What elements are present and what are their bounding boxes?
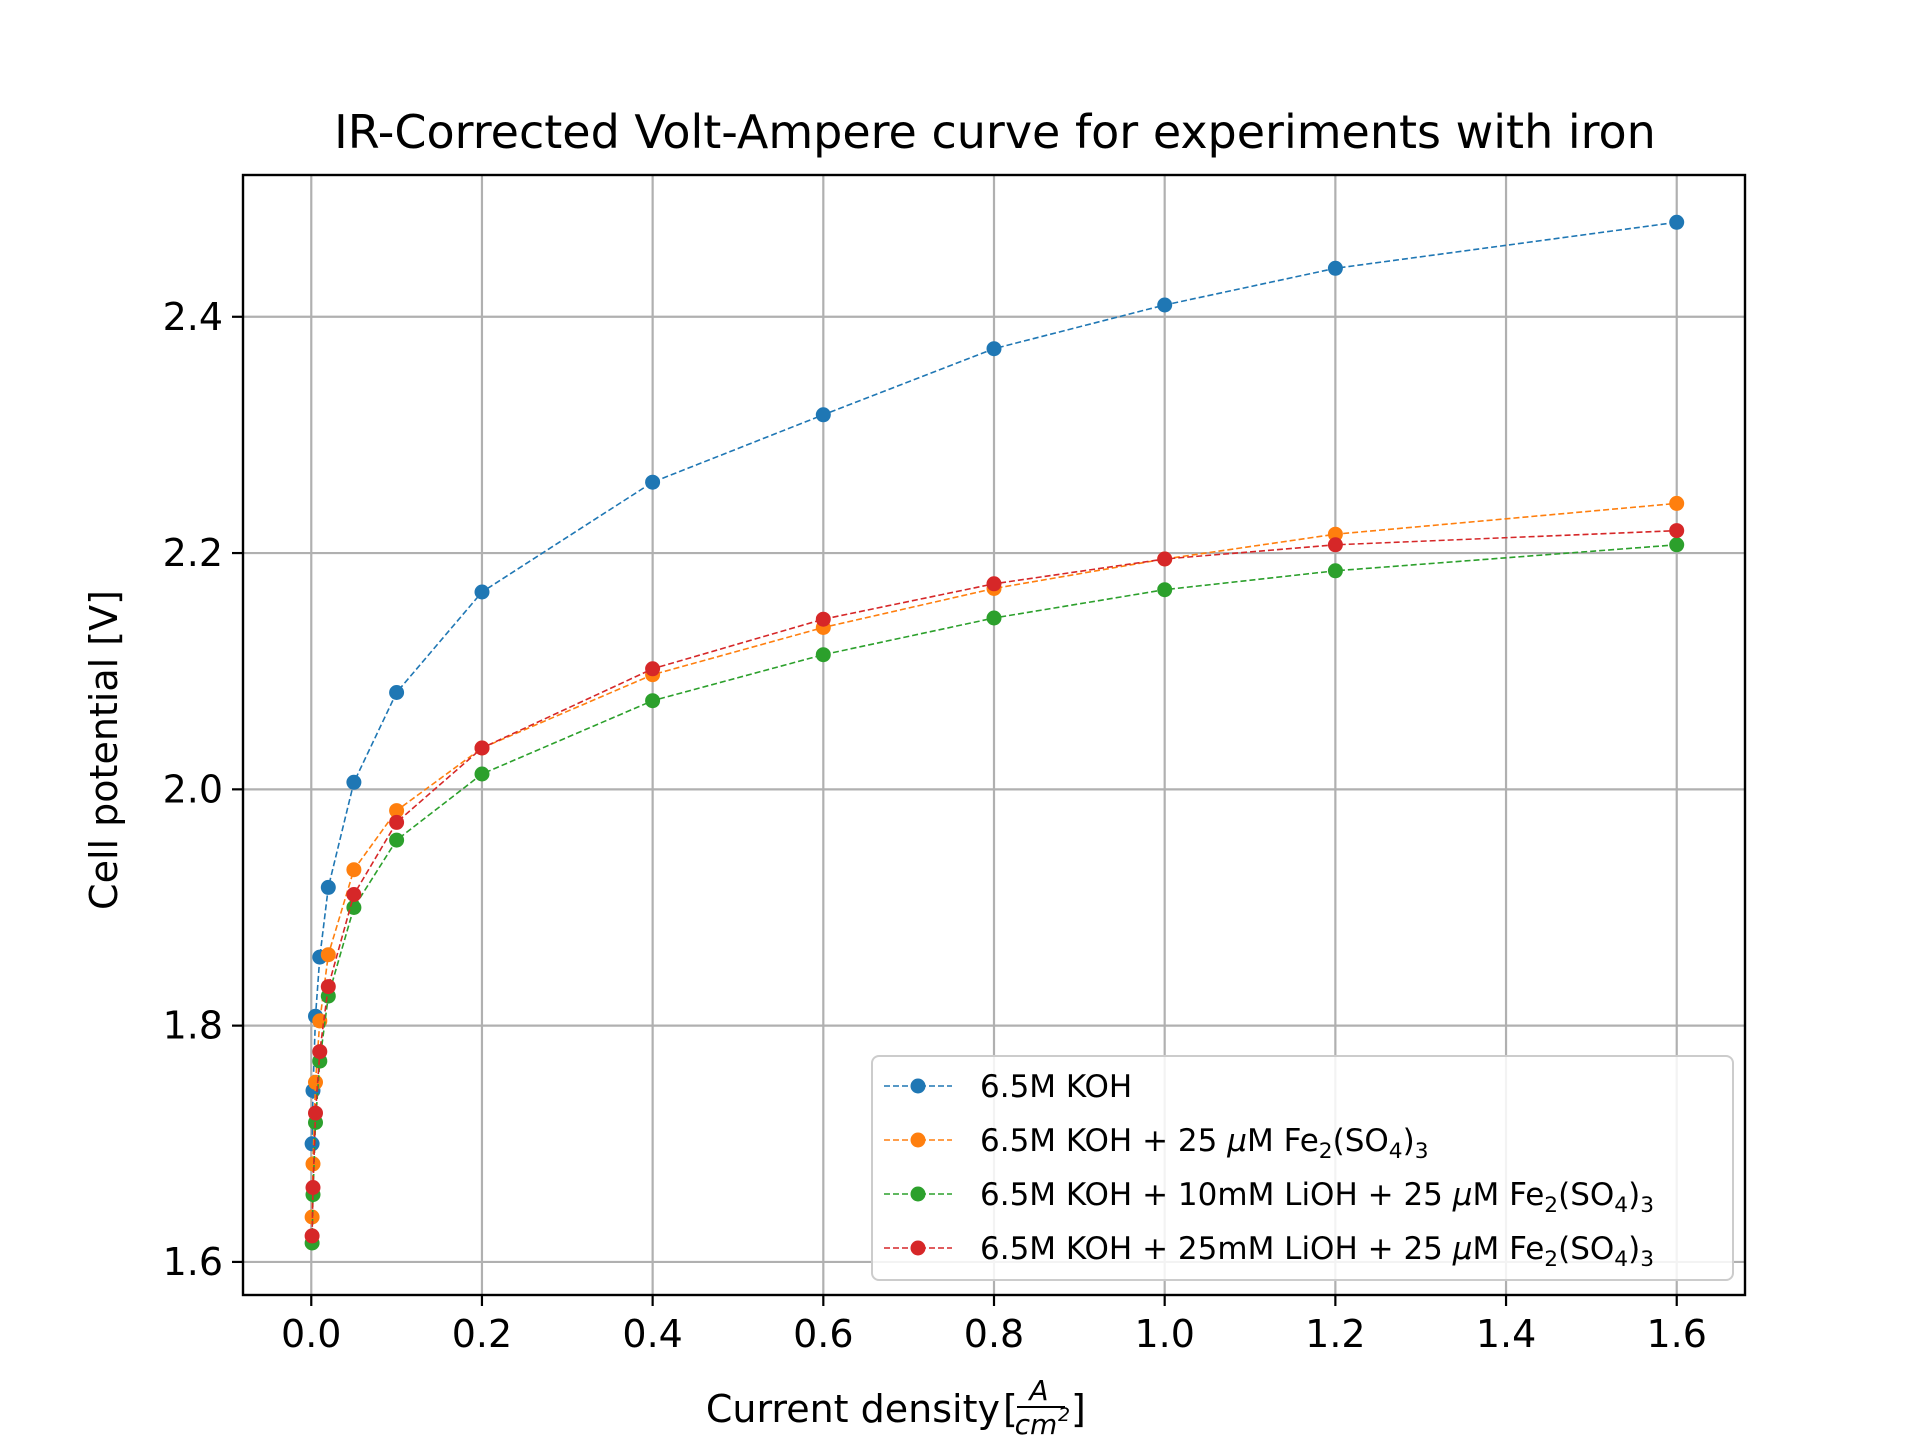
x-axis-label: Current density <box>706 1387 1000 1431</box>
x-tick-label: 0.8 <box>964 1312 1024 1356</box>
y-axis: 1.6 1.8 2.0 2.2 2.4 <box>163 295 243 1284</box>
y-tick-label: 2.0 <box>163 767 223 811</box>
data-point <box>474 584 490 600</box>
y-tick-label: 1.6 <box>163 1240 223 1284</box>
x-unit-exponent: 2 <box>1058 1404 1070 1426</box>
y-tick-label: 1.8 <box>163 1004 223 1048</box>
y-tick-label: 2.2 <box>163 531 223 575</box>
x-tick-label: 1.6 <box>1647 1312 1707 1356</box>
data-point <box>645 474 661 490</box>
series-4 <box>304 523 1685 1244</box>
data-point <box>320 879 336 895</box>
x-tick-label: 1.0 <box>1134 1312 1194 1356</box>
series-1 <box>304 214 1685 1152</box>
legend-marker <box>910 1078 926 1094</box>
data-point <box>986 341 1002 357</box>
series-layer <box>304 214 1685 1251</box>
legend-marker <box>910 1240 926 1256</box>
legend: 6.5M KOH 6.5M KOH + 25 μM Fe2(SO4)3 6.5M K… <box>871 1055 1734 1281</box>
data-point <box>346 862 362 878</box>
data-point <box>1669 214 1685 230</box>
data-point <box>320 947 336 963</box>
series-line <box>311 529 1677 1236</box>
data-point <box>320 979 336 995</box>
legend-label: 6.5M KOH + 10mM LiOH + 25 μM Fe2(SO4)3 <box>980 1177 1654 1218</box>
legend-label: 6.5M KOH + 25 μM Fe2(SO4)3 <box>980 1123 1429 1164</box>
data-point <box>346 774 362 790</box>
data-point <box>815 407 831 423</box>
data-point <box>305 1156 321 1172</box>
data-point <box>645 693 661 709</box>
legend-item: 6.5M KOH <box>884 1069 1132 1105</box>
data-point <box>389 814 405 830</box>
data-point <box>312 1044 328 1060</box>
x-tick-label: 1.2 <box>1305 1312 1365 1356</box>
legend-label: 6.5M KOH + 25mM LiOH + 25 μM Fe2(SO4)3 <box>980 1231 1654 1272</box>
legend-item: 6.5M KOH + 25 μM Fe2(SO4)3 <box>884 1123 1429 1164</box>
data-point <box>1327 563 1343 579</box>
data-point <box>815 647 831 663</box>
x-unit-denominator: cm <box>1015 1408 1058 1440</box>
data-point <box>474 740 490 756</box>
data-point <box>1669 523 1685 539</box>
x-tick-label: 0.2 <box>452 1312 512 1356</box>
legend-marker <box>910 1132 926 1148</box>
data-point <box>389 803 405 819</box>
legend-label: 6.5M KOH <box>980 1069 1132 1105</box>
legend-marker <box>910 1186 926 1202</box>
data-point <box>304 1136 320 1152</box>
data-point <box>474 766 490 782</box>
data-point <box>389 832 405 848</box>
data-point <box>1669 537 1685 553</box>
data-point <box>645 661 661 677</box>
data-point <box>389 685 405 700</box>
data-point <box>308 1105 323 1121</box>
data-point <box>986 576 1002 592</box>
y-tick-label: 2.4 <box>163 295 223 339</box>
data-point <box>305 1180 321 1195</box>
data-point <box>1327 526 1343 542</box>
x-axis: 0.0 0.2 0.4 0.6 0.8 1.0 1.2 1.4 1.6 <box>281 1295 1707 1356</box>
x-tick-label: 0.4 <box>622 1312 682 1356</box>
x-unit-numerator: A <box>1027 1374 1048 1407</box>
data-point <box>1157 551 1173 567</box>
data-point <box>1157 582 1173 598</box>
data-point <box>304 1228 320 1244</box>
data-point <box>308 1074 323 1090</box>
x-unit-bracket-left: [ <box>1003 1387 1018 1431</box>
legend-box <box>871 1055 1734 1281</box>
data-point <box>1157 297 1173 313</box>
data-point <box>1669 495 1685 511</box>
data-point <box>1327 537 1343 553</box>
x-unit-bracket-right: ] <box>1071 1387 1086 1431</box>
x-axis-unit: [ Acm 2] <box>1003 1374 1086 1440</box>
series-line <box>311 221 1677 1144</box>
legend-item: 6.5M KOH + 25mM LiOH + 25 μM Fe2(SO4)3 <box>884 1231 1654 1272</box>
x-tick-label: 0.0 <box>281 1312 341 1356</box>
data-point <box>815 611 831 627</box>
y-axis-label: Cell potential [V] <box>82 590 126 910</box>
chart-title: IR-Corrected Volt-Ampere curve for exper… <box>334 105 1656 159</box>
data-point <box>346 887 362 902</box>
legend-item: 6.5M KOH + 10mM LiOH + 25 μM Fe2(SO4)3 <box>884 1177 1654 1218</box>
x-tick-label: 1.4 <box>1476 1312 1536 1356</box>
data-point <box>346 900 362 915</box>
data-point <box>986 610 1002 626</box>
data-point <box>1327 260 1343 276</box>
series-line <box>311 502 1677 1218</box>
x-tick-label: 0.6 <box>793 1312 853 1356</box>
